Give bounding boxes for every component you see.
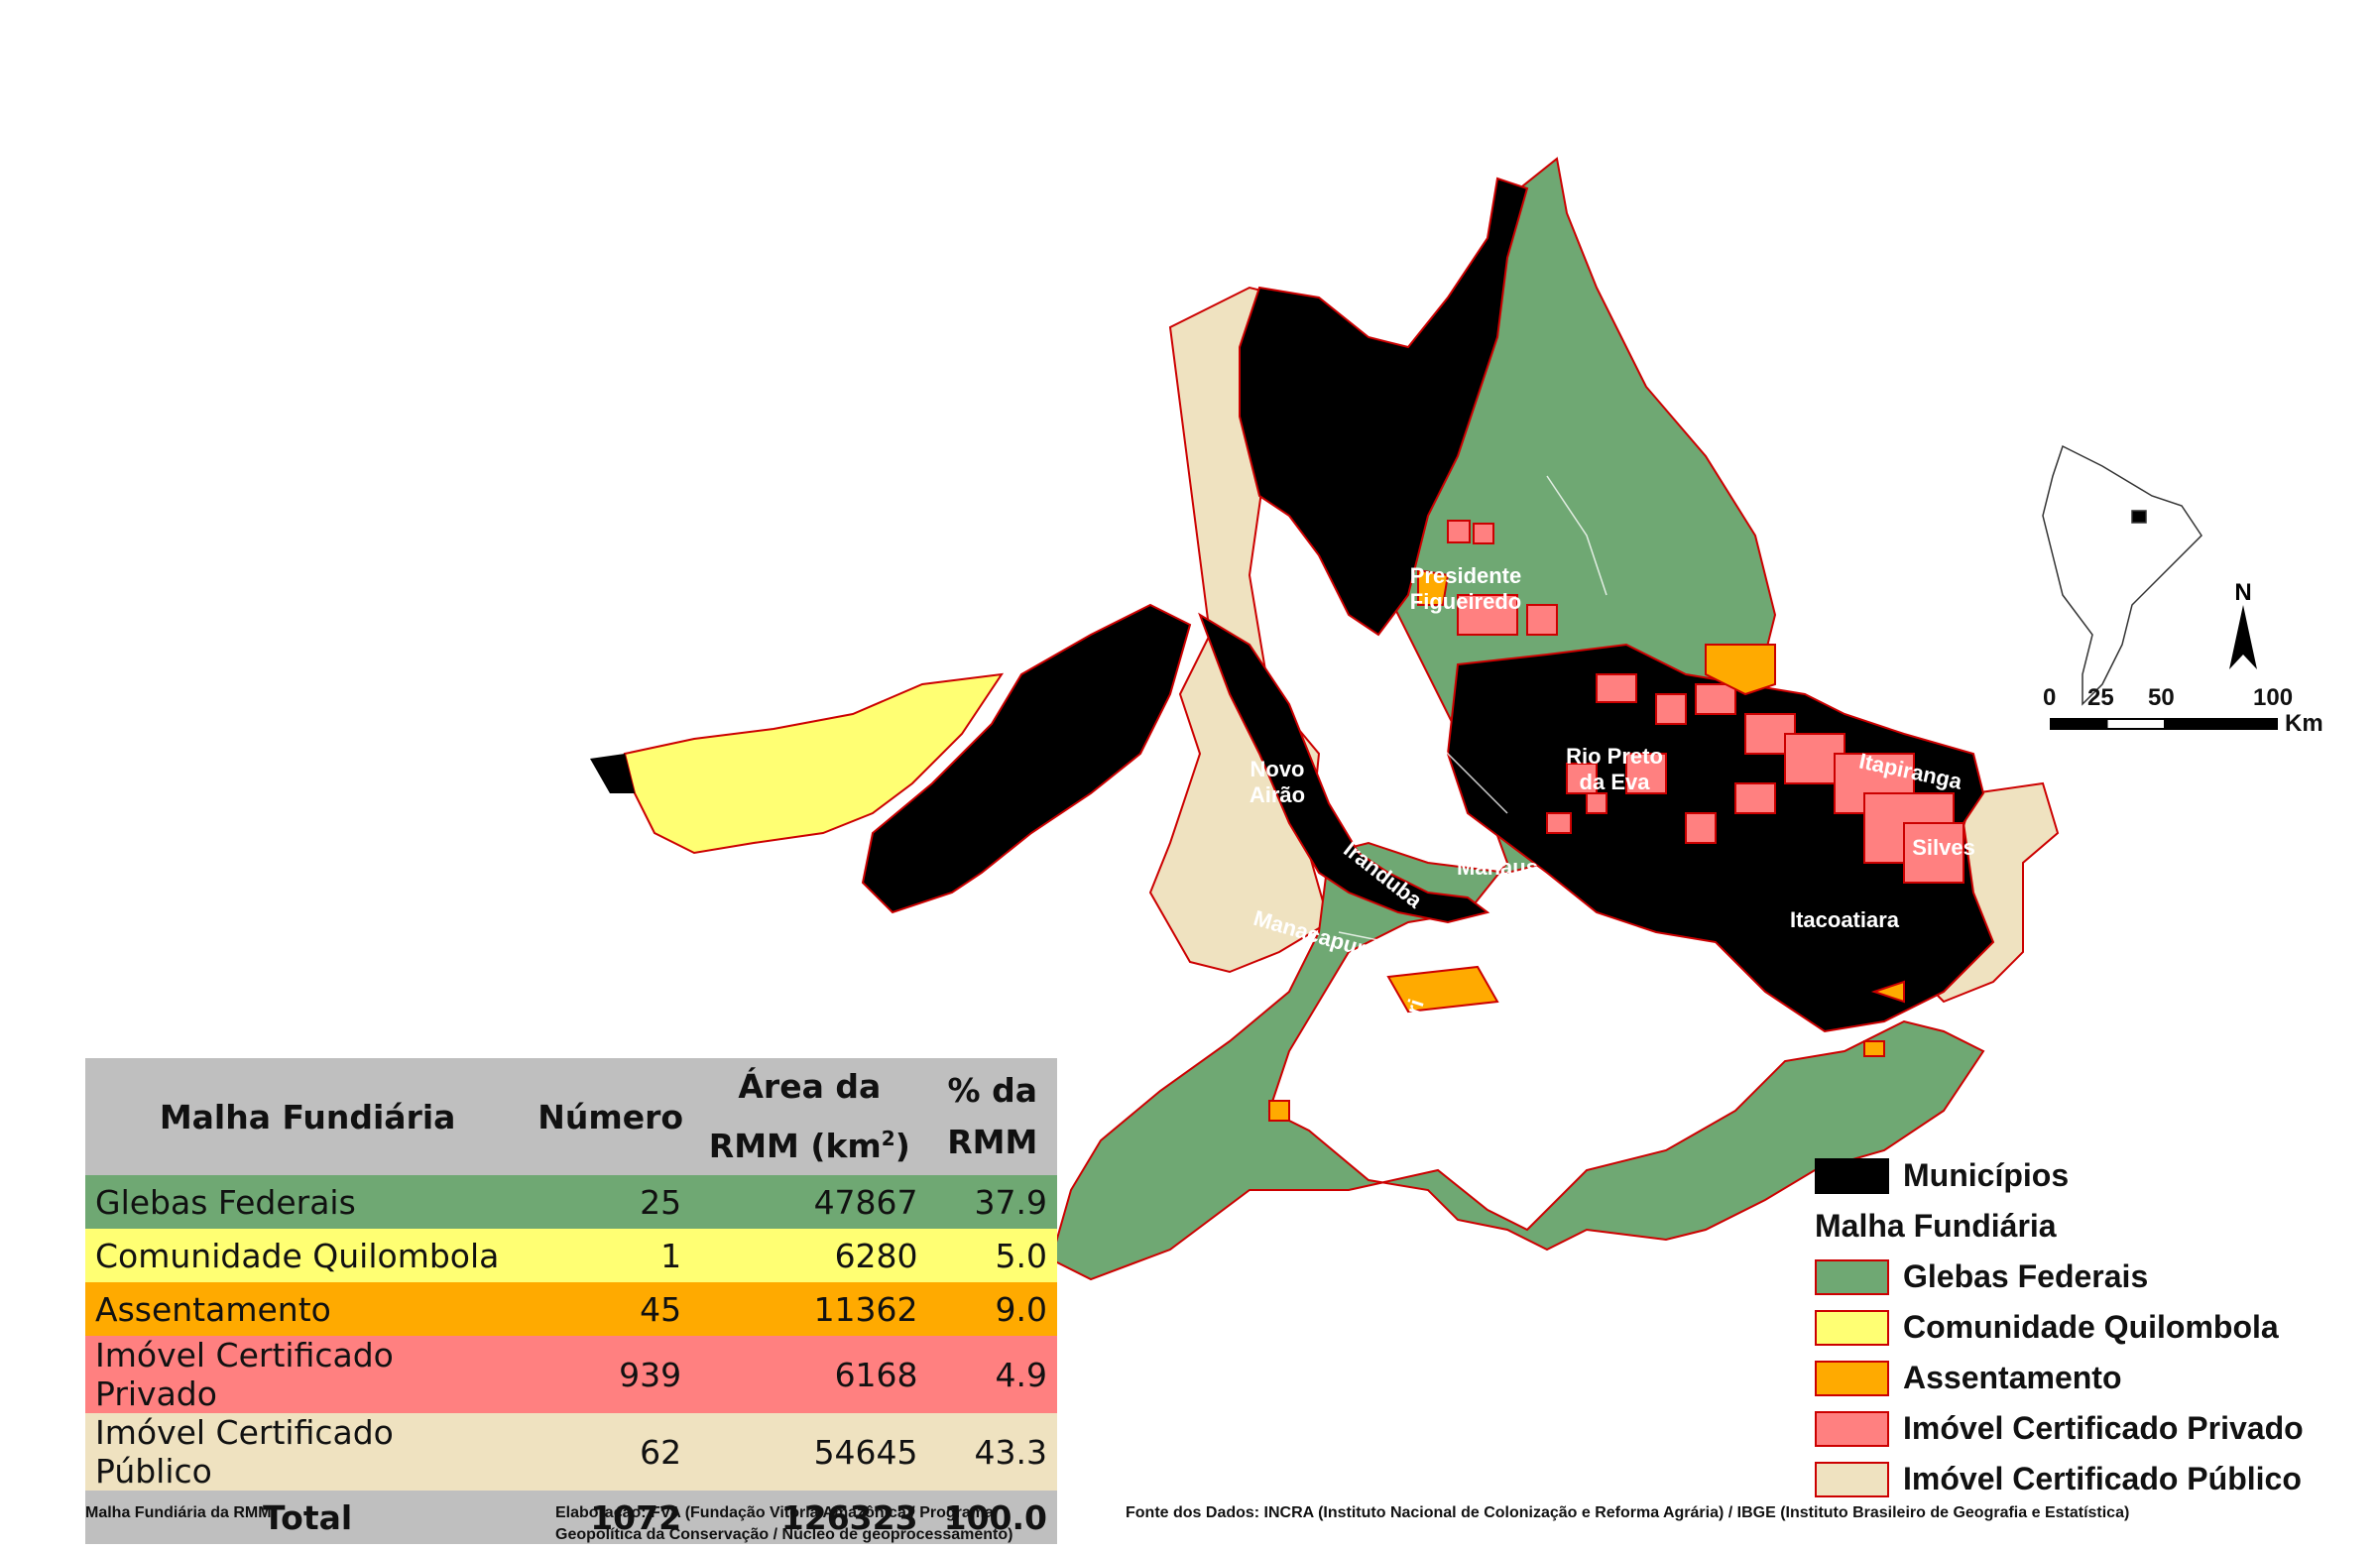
row-area: 47867 [813, 1182, 918, 1222]
municipality-label-manaquiri: Manaquiri [1373, 996, 1429, 1102]
legend-swatch [1815, 1309, 1889, 1346]
row-area: 6280 [834, 1236, 918, 1275]
legend-label: Glebas Federais [1903, 1258, 2149, 1294]
total-number: 1072 [530, 1491, 692, 1544]
row-pct: 4.9 [995, 1355, 1047, 1394]
row-area: 6168 [834, 1355, 918, 1394]
header-pct: % da RMM [927, 1058, 1057, 1175]
row-area: 54645 [813, 1432, 918, 1472]
row-number: 25 [640, 1182, 682, 1222]
source-text: Fonte dos Dados: INCRA (Instituto Nacion… [1126, 1504, 2130, 1521]
scale-tick-25: 25 [2087, 684, 2114, 711]
table-row: Imóvel Certificado Público 62 54645 43.3 [85, 1413, 1057, 1491]
table-row: Comunidade Quilombola 1 6280 5.0 [85, 1229, 1057, 1282]
land-tenure-table: Malha Fundiária Número Área da RMM (km2)… [85, 1058, 1057, 1544]
map-legend: Municípios Malha Fundiária Glebas Federa… [1815, 1150, 2370, 1504]
municipality-label-silves: Silves [1912, 835, 1975, 860]
municipality-label-presidente-figueiredo: Presidente Figueiredo [1410, 563, 1522, 614]
total-label: Total [85, 1491, 531, 1544]
header-area: Área da RMM (km2) [691, 1058, 928, 1175]
municipality-label-manaus: Manaus [1457, 855, 1538, 880]
scale-tick-0: 0 [2043, 684, 2057, 711]
municipality-label-careiro-da-varzea: Careiro da Várzea [1583, 934, 1692, 985]
map-title: Malha Fundiária da RMM [85, 1504, 272, 1521]
credit-text: Elaboração: FVA (Fundação Vitória Amazôn… [555, 1504, 1013, 1543]
total-pct: 100.0 [927, 1491, 1057, 1544]
table-row: Assentamento 45 11362 9.0 [85, 1282, 1057, 1336]
header-numero: Número [530, 1058, 692, 1175]
legend-row: Imóvel Certificado Privado [1815, 1403, 2370, 1454]
municipality-label-careiro-castanho: CareiroCastanho [1457, 1048, 1566, 1151]
scale-tick-100: 100 [2253, 684, 2294, 711]
row-name: Glebas Federais [95, 1182, 356, 1222]
row-name: Assentamento [95, 1289, 331, 1329]
subdivision-lines [1338, 475, 1746, 1112]
table-row: Glebas Federais 25 47867 37.9 [85, 1175, 1057, 1229]
legend-swatch [1815, 1360, 1889, 1396]
locator-map [2042, 444, 2202, 706]
municipio-novo-airao-west [861, 603, 1192, 914]
row-name: Imóvel Certificado Público [95, 1413, 394, 1491]
privado-parcels [1447, 520, 1964, 884]
north-arrow-icon: N [2229, 579, 2257, 669]
header-malha: Malha Fundiária [85, 1058, 531, 1175]
row-number: 45 [640, 1289, 682, 1329]
legend-swatch [1815, 1410, 1889, 1447]
row-pct: 9.0 [995, 1289, 1047, 1329]
municipio-manaus-strip [1198, 612, 1490, 924]
legend-row-municipios: Municípios [1815, 1150, 2370, 1201]
municipality-label-rio-preto-da-eva: Rio Preto da Eva [1566, 744, 1663, 794]
north-label: N [2234, 579, 2251, 606]
row-area: 11362 [813, 1289, 918, 1329]
row-name: Comunidade Quilombola [95, 1236, 500, 1275]
row-pct: 5.0 [995, 1236, 1047, 1275]
legend-label-municipios: Municípios [1903, 1157, 2070, 1193]
legend-row: Imóvel Certificado Público [1815, 1454, 2370, 1504]
table-header-row: Malha Fundiária Número Área da RMM (km2)… [85, 1058, 1057, 1175]
row-name: Imóvel Certificado Privado [95, 1336, 394, 1413]
scale-unit: Km [2285, 710, 2323, 737]
legend-label: Assentamento [1903, 1360, 2122, 1395]
scale-tick-50: 50 [2148, 684, 2175, 711]
row-number: 939 [619, 1355, 682, 1394]
table-total-row: Total 1072 126323 100.0 [85, 1491, 1057, 1544]
legend-label: Imóvel Certificado Privado [1903, 1410, 2304, 1446]
legend-swatch [1815, 1461, 1889, 1497]
row-number: 62 [640, 1432, 682, 1472]
scale-bar-graphic [2050, 718, 2278, 730]
assentamento-parcels [1268, 568, 1905, 1122]
scale-bar: 0 25 50 100 Km [2043, 684, 2340, 754]
municipio-presidente-figueiredo [1239, 177, 1529, 637]
legend-row: Glebas Federais [1815, 1252, 2370, 1302]
municipality-label-novo-airao: Novo Airão [1250, 757, 1305, 807]
quilombola-area [623, 672, 1005, 855]
row-number: 1 [660, 1236, 682, 1275]
legend-row: Comunidade Quilombola [1815, 1302, 2370, 1353]
municipality-label-itacoatiara: Itacoatiara [1790, 907, 1900, 932]
legend-label: Comunidade Quilombola [1903, 1309, 2279, 1345]
black-west-tip [590, 754, 635, 793]
total-area: 126323 [691, 1491, 928, 1544]
legend-row: Assentamento [1815, 1353, 2370, 1403]
legend-swatch-municipios [1815, 1157, 1889, 1194]
legend-swatch [1815, 1258, 1889, 1295]
legend-title: Malha Fundiária [1815, 1208, 2057, 1244]
row-pct: 43.3 [974, 1432, 1047, 1472]
municipality-label-autazes: Autazes [1661, 1027, 1741, 1100]
table-row: Imóvel Certificado Privado 939 6168 4.9 [85, 1336, 1057, 1413]
row-pct: 37.9 [974, 1182, 1047, 1222]
legend-label: Imóvel Certificado Público [1903, 1461, 2302, 1496]
